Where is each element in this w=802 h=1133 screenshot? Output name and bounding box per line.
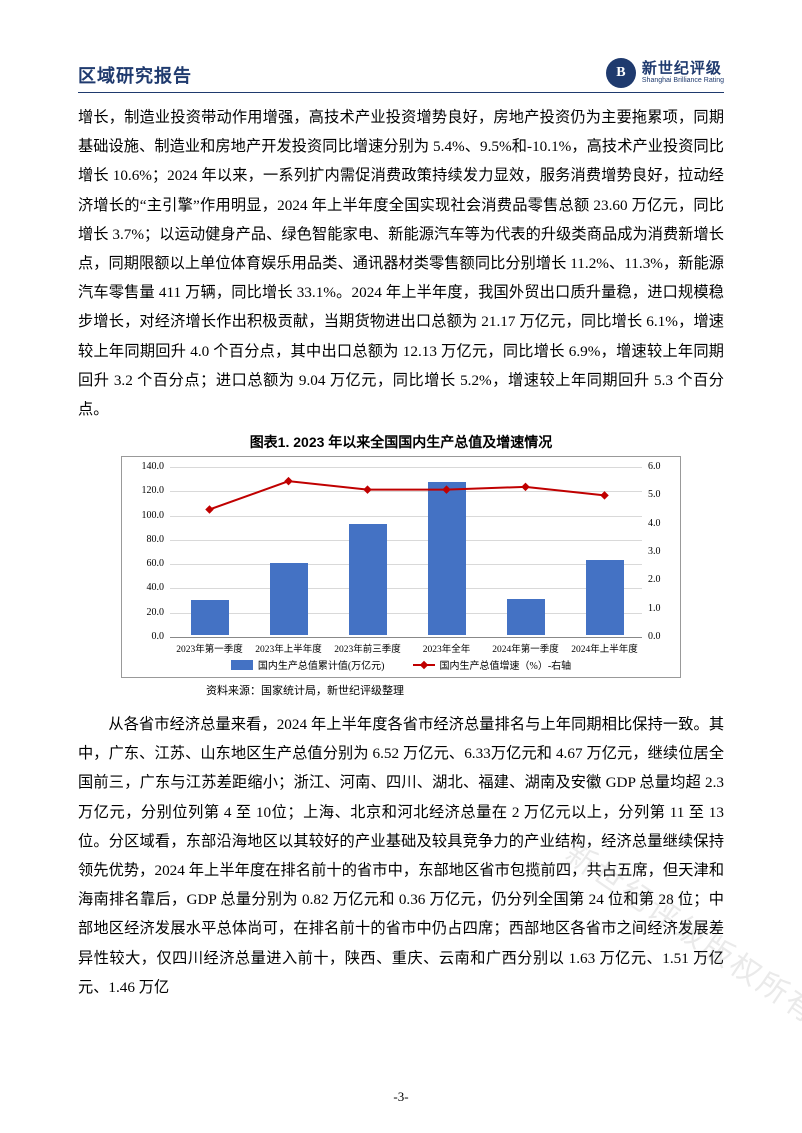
legend-bar-swatch	[231, 660, 253, 670]
logo-cn: 新世纪评级	[642, 61, 722, 78]
line-series	[122, 457, 682, 679]
logo-en: Shanghai Brilliance Rating	[642, 77, 724, 85]
legend-line-label: 国内生产总值增速（%）-右轴	[440, 657, 572, 672]
chart-source: 资料来源：国家统计局，新世纪评级整理	[206, 682, 724, 698]
logo-icon: B	[606, 58, 636, 88]
paragraph-2: 从各省市经济总量来看，2024 年上半年度各省市经济总量排名与上年同期相比保持一…	[78, 710, 724, 1002]
chart-title: 图表1. 2023 年以来全国国内生产总值及增速情况	[78, 432, 724, 452]
page-header: 区域研究报告 B 新世纪评级 Shanghai Brilliance Ratin…	[78, 58, 724, 93]
header-title: 区域研究报告	[78, 62, 192, 88]
chart-legend: 国内生产总值累计值(万亿元) 国内生产总值增速（%）-右轴	[122, 657, 680, 672]
logo-text: 新世纪评级 Shanghai Brilliance Rating	[642, 61, 724, 85]
page-number: -3-	[0, 1089, 802, 1105]
legend-bar-label: 国内生产总值累计值(万亿元)	[258, 657, 385, 672]
legend-line-swatch	[413, 664, 435, 666]
paragraph-1: 增长，制造业投资带动作用增强，高技术产业投资增势良好，房地产投资仍为主要拖累项，…	[78, 103, 724, 424]
gdp-chart: 0.020.040.060.080.0100.0120.0140.00.01.0…	[121, 456, 681, 678]
brand-logo: B 新世纪评级 Shanghai Brilliance Rating	[606, 58, 724, 88]
